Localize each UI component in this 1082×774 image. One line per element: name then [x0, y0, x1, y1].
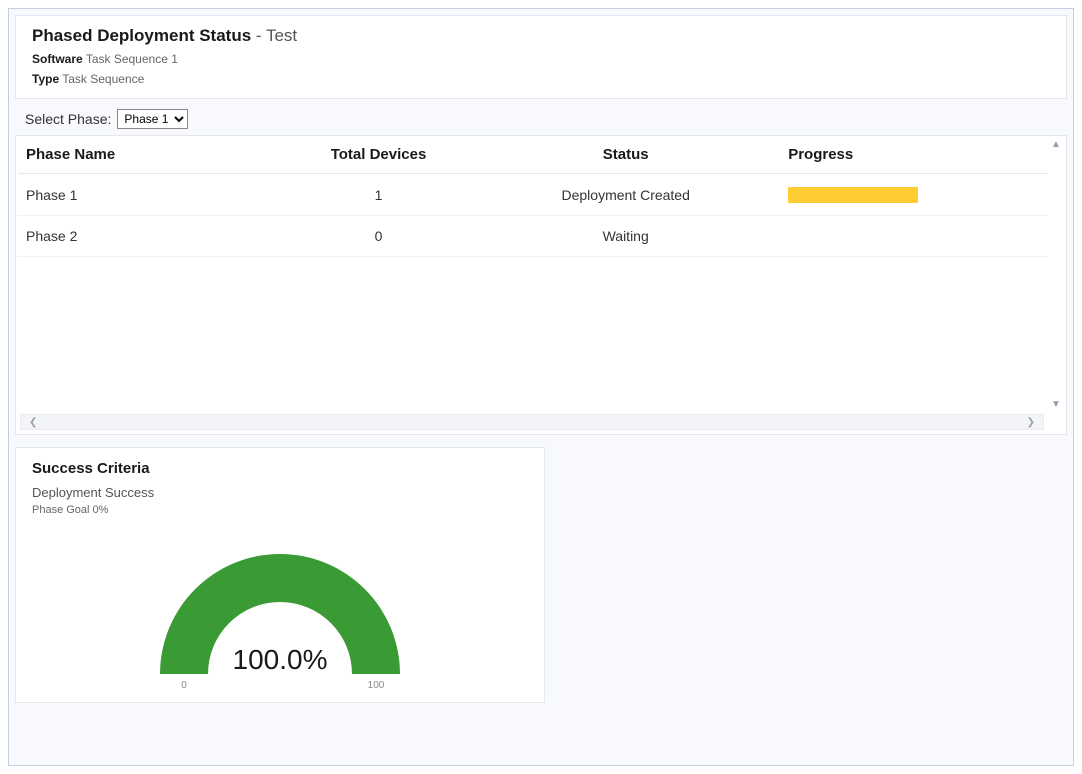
meta-software: Software Task Sequence 1 — [32, 52, 1050, 66]
col-header-status[interactable]: Status — [471, 136, 780, 174]
meta-software-label: Software — [32, 52, 83, 66]
phase-select-dropdown[interactable]: Phase 1Phase 2 — [117, 109, 188, 129]
scroll-left-icon[interactable]: ❮ — [29, 417, 37, 428]
scroll-down-icon[interactable]: ▼ — [1051, 400, 1061, 410]
success-criteria-card: Success Criteria Deployment Success Phas… — [15, 447, 545, 703]
report-frame: Phased Deployment Status - Test Software… — [8, 8, 1074, 766]
page-title: Phased Deployment Status - Test — [32, 26, 1050, 46]
title-main: Phased Deployment Status — [32, 26, 251, 45]
meta-type-value: Task Sequence — [62, 72, 144, 86]
col-header-devices[interactable]: Total Devices — [286, 136, 471, 174]
meta-type-label: Type — [32, 72, 59, 86]
criteria-title: Success Criteria — [32, 460, 528, 477]
vertical-scrollbar[interactable]: ▲ ▼ — [1048, 140, 1064, 410]
criteria-goal: Phase Goal 0% — [32, 504, 528, 516]
cell-status: Deployment Created — [471, 174, 780, 216]
cell-phase-name: Phase 1 — [18, 174, 286, 216]
table-row[interactable]: Phase 11Deployment Created — [18, 174, 1048, 216]
cell-progress — [780, 216, 1048, 257]
phase-select-row: Select Phase: Phase 1Phase 2 — [15, 105, 1067, 135]
cell-progress — [780, 174, 1048, 216]
gauge-center-value: 100.0% — [130, 644, 430, 676]
gauge-min-label: 0 — [181, 680, 187, 691]
progress-bar — [788, 187, 918, 203]
phase-table: Phase Name Total Devices Status Progress… — [18, 136, 1048, 257]
header-card: Phased Deployment Status - Test Software… — [15, 15, 1067, 99]
col-header-progress[interactable]: Progress — [780, 136, 1048, 174]
scroll-up-icon[interactable]: ▲ — [1051, 140, 1061, 150]
meta-software-value: Task Sequence 1 — [86, 52, 178, 66]
col-header-name[interactable]: Phase Name — [18, 136, 286, 174]
horizontal-scrollbar[interactable]: ❮ ❯ — [20, 414, 1044, 430]
scroll-right-icon[interactable]: ❯ — [1027, 417, 1035, 428]
gauge-chart: 0 100 100.0% — [130, 524, 430, 694]
cell-phase-name: Phase 2 — [18, 216, 286, 257]
title-suffix: - Test — [251, 26, 297, 45]
cell-status: Waiting — [471, 216, 780, 257]
table-row[interactable]: Phase 20Waiting — [18, 216, 1048, 257]
phase-table-area: Phase Name Total Devices Status Progress… — [15, 135, 1067, 435]
gauge-max-label: 100 — [368, 680, 385, 691]
phase-select-label: Select Phase: — [25, 111, 111, 127]
cell-total-devices: 0 — [286, 216, 471, 257]
criteria-subtitle: Deployment Success — [32, 485, 528, 500]
meta-type: Type Task Sequence — [32, 72, 1050, 86]
cell-total-devices: 1 — [286, 174, 471, 216]
